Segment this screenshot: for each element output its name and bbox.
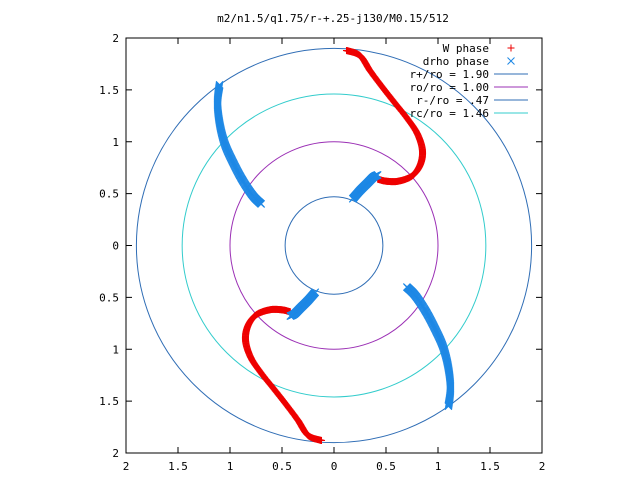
circle-0 [135,47,533,444]
x-tick-label: 2 [539,460,546,473]
legend-label: drho phase [423,55,489,68]
x-tick-label: 1.5 [168,460,188,473]
x-tick-label: 2 [123,460,130,473]
drho-phase-point [402,283,411,291]
legend-label: r-/ro = .47 [416,94,489,107]
legend-label: rc/ro = 1.46 [410,107,489,120]
circle-2 [284,196,384,295]
series-1 [213,80,455,411]
w-phase-point [507,44,515,52]
y-tick-label: 2 [112,32,119,45]
y-tick-label: 0 [112,240,119,253]
x-tick-label: 0.5 [272,460,292,473]
x-tick-label: 1.5 [480,460,500,473]
x-tick-label: 1 [227,460,234,473]
drho-phase-point [257,200,266,208]
circle-3 [181,93,487,398]
y-tick-label: 1.5 [99,395,119,408]
chart-title: m2/n1.5/q1.75/r-+.25-j130/M0.15/512 [217,12,449,25]
y-tick-label: 0.5 [99,291,119,304]
x-tick-label: 1 [435,460,442,473]
legend-label: r+/ro = 1.90 [410,68,489,81]
legend-label: ro/ro = 1.00 [410,81,489,94]
axis-ticks: 2 1.5 1 0.5 0 0.5 1 1.5 221.510.500.511.52 [99,32,545,473]
data-series [213,46,455,445]
y-tick-label: 1 [112,136,119,149]
circle-1 [229,141,439,350]
drho-phase-point [286,312,295,320]
y-tick-label: 1 [112,343,119,356]
y-tick-label: 1.5 [99,84,119,97]
x-tick-label: 0.5 [376,460,396,473]
y-tick-label: 0.5 [99,188,119,201]
series-0 [241,46,427,445]
x-tick-label: 0 [331,460,338,473]
drho-phase-point [373,171,382,179]
legend-label: W phase [443,42,489,55]
drho-phase-point [507,57,515,65]
y-tick-label: 2 [112,447,119,460]
reference-circles [135,47,533,444]
